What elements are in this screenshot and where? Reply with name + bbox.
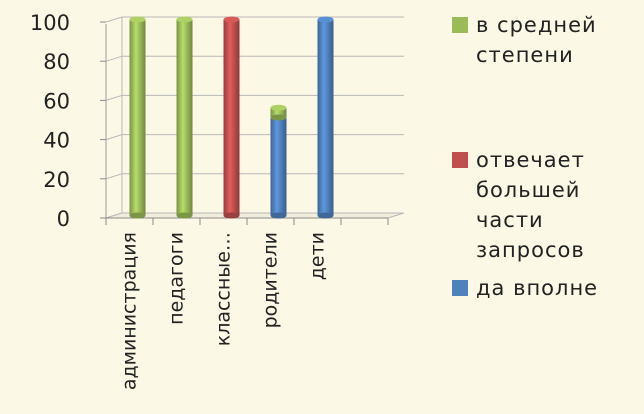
x-tick-label: администрация xyxy=(119,232,141,390)
bar-base xyxy=(176,212,193,219)
legend-swatch-most xyxy=(452,152,468,168)
axis-layer xyxy=(100,17,389,225)
bar-base xyxy=(317,212,334,219)
bar xyxy=(270,117,287,216)
x-tick-label: дети xyxy=(307,232,329,280)
grid-layer xyxy=(105,16,405,219)
bar xyxy=(129,19,146,216)
bar-base xyxy=(270,212,287,219)
x-tick-label: классные… xyxy=(213,232,235,346)
chart-floor xyxy=(105,212,405,219)
legend-label-most: отвечает большей части запросов xyxy=(476,148,585,262)
bar-base xyxy=(223,212,240,219)
x-tick-label: родители xyxy=(260,232,282,328)
gridline xyxy=(105,173,404,180)
bar xyxy=(270,107,287,118)
y-tick-label: 100 xyxy=(30,11,70,35)
gridline xyxy=(105,55,404,62)
bar xyxy=(317,19,334,216)
bar-top xyxy=(129,16,146,23)
bar xyxy=(223,19,240,216)
bar-top xyxy=(223,16,240,23)
y-tick-label: 40 xyxy=(43,129,70,153)
bar-top xyxy=(270,104,287,111)
gridline xyxy=(105,16,404,23)
gridline xyxy=(105,94,404,101)
label-layer: 0 20 40 60 80 100 администрация педагоги классны… xyxy=(30,11,329,390)
legend-label-fully: да вполне xyxy=(476,276,599,300)
legend-swatch-medium xyxy=(452,17,468,33)
y-tick-label: 80 xyxy=(43,50,70,74)
bar-layer xyxy=(129,16,334,219)
gridline xyxy=(105,134,404,141)
x-tick-label: педагоги xyxy=(166,232,188,325)
bar-base xyxy=(270,114,287,121)
bar-top xyxy=(176,16,193,23)
legend-item-fully: да вполне xyxy=(452,273,636,303)
legend: в средней степени отвечает большей части… xyxy=(452,10,642,310)
y-tick-label: 20 xyxy=(43,168,70,192)
legend-item-most: отвечает большей части запросов xyxy=(452,145,636,265)
y-tick-label: 0 xyxy=(57,207,70,231)
bar xyxy=(176,19,193,216)
bar-base xyxy=(129,212,146,219)
legend-label-medium: в средней степени xyxy=(476,13,597,67)
legend-item-medium: в средней степени xyxy=(452,10,636,70)
y-tick-label: 60 xyxy=(43,89,70,113)
bar-top xyxy=(317,16,334,23)
legend-swatch-fully xyxy=(452,280,468,296)
